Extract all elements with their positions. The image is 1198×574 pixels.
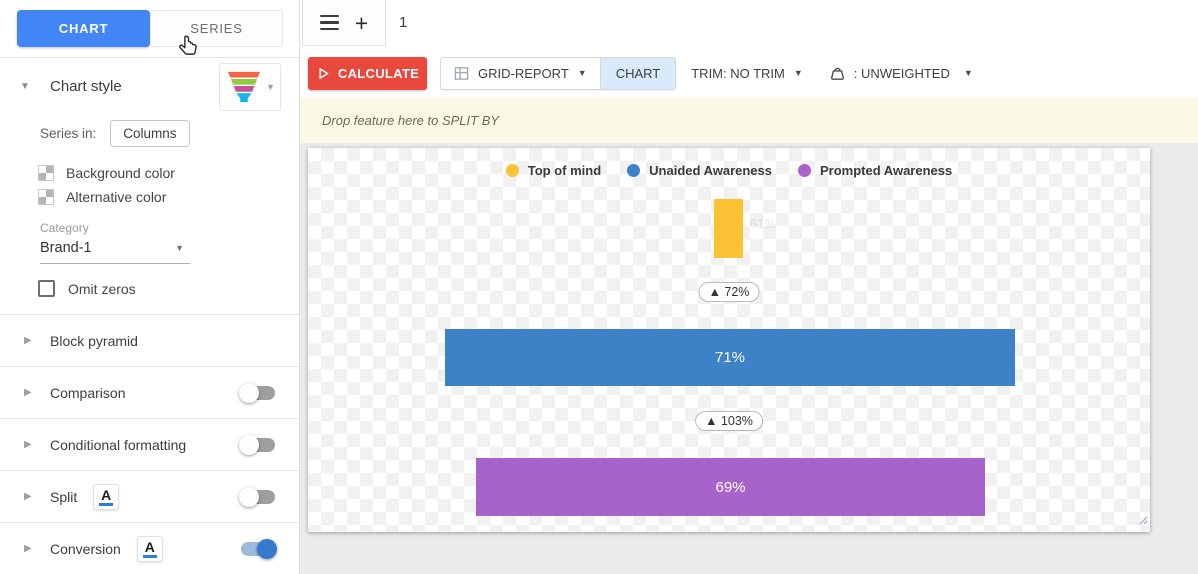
series-in-row: Series in: Columns: [40, 120, 299, 147]
legend-dot: [627, 164, 641, 177]
legend-item-unaided-awareness[interactable]: Unaided Awareness: [627, 163, 772, 178]
legend-dot: [798, 164, 811, 177]
legend-item-top-of-mind[interactable]: Top of mind: [505, 163, 601, 178]
section-block-pyramid[interactable]: ▶ Block pyramid: [0, 315, 299, 367]
bar-prompted-awareness: 69%: [476, 458, 985, 516]
select-caret-icon: ▼: [175, 243, 184, 253]
omit-zeros-row: Omit zeros: [38, 280, 299, 297]
split-by-drop-zone[interactable]: Drop feature here to SPLIT BY: [300, 98, 1198, 143]
conversion-badge-1: ▲ 72%: [698, 282, 760, 302]
series-in-columns-button[interactable]: Columns: [110, 120, 190, 147]
view-chart-button[interactable]: CHART: [599, 57, 676, 89]
expand-arrow-icon[interactable]: ▶: [24, 543, 32, 554]
split-toggle[interactable]: [239, 486, 275, 507]
collapse-chevron-icon[interactable]: ▼: [20, 80, 30, 92]
transparency-swatch-icon: [38, 189, 54, 205]
calculate-button[interactable]: CALCULATE: [308, 56, 427, 90]
expand-arrow-icon[interactable]: ▶: [24, 335, 32, 346]
settings-sidebar: CHART SERIES ▼ Chart style ▼: [0, 0, 300, 574]
hamburger-menu-icon[interactable]: [319, 14, 339, 31]
conversion-text-format-icon[interactable]: A: [136, 535, 163, 562]
settings-accordion: ▶ Block pyramid ▶ Comparison ▶ Condition…: [0, 314, 299, 574]
section-split[interactable]: ▶ Split A: [0, 471, 299, 523]
section-conditional-formatting[interactable]: ▶ Conditional formatting: [0, 419, 299, 471]
category-select-value: Brand-1: [40, 240, 92, 256]
series-in-label: Series in:: [40, 126, 97, 141]
alternative-color-option[interactable]: Alternative color: [38, 189, 299, 205]
section-comparison[interactable]: ▶ Comparison: [0, 367, 299, 419]
chart-type-selector[interactable]: ▼: [219, 63, 281, 111]
chart-style-title: Chart style: [50, 77, 122, 95]
weight-dropdown[interactable]: : UNWEIGHTED ▼: [829, 65, 973, 82]
chart-legend: Top of mind Unaided Awareness Prompted A…: [308, 163, 1150, 178]
alternative-color-label: Alternative color: [66, 189, 167, 205]
trim-dropdown[interactable]: TRIM: NO TRIM ▼: [691, 65, 803, 81]
page-tab-1[interactable]: 1: [399, 14, 408, 31]
page-tabstrip: + 1: [300, 0, 1198, 48]
caret-down-icon: ▼: [793, 68, 803, 78]
caret-down-icon: ▼: [963, 68, 973, 78]
caret-down-icon: ▼: [577, 68, 587, 78]
tabstrip-controls: +: [302, 0, 386, 46]
chart-canvas: Top of mind Unaided Awareness Prompted A…: [308, 148, 1150, 532]
section-conversion[interactable]: ▶ Conversion A: [0, 523, 299, 574]
legend-item-prompted-awareness[interactable]: Prompted Awareness: [798, 163, 952, 178]
bar-top-of-mind: [714, 199, 743, 258]
bar-value-label: 71%: [714, 349, 746, 366]
sidebar-tabbar: CHART SERIES: [0, 0, 299, 58]
omit-zeros-label: Omit zeros: [68, 280, 136, 297]
weight-icon: [830, 67, 844, 80]
mouse-cursor-icon: [175, 33, 201, 64]
conversion-badge-2: ▲ 103%: [695, 411, 763, 431]
chart-type-caret-icon: ▼: [266, 82, 275, 92]
tab-chart[interactable]: CHART: [17, 10, 150, 47]
transparency-swatch-icon: [38, 165, 54, 181]
funnel-chart-icon: [227, 71, 261, 103]
report-type-dropdown[interactable]: GRID-REPORT ▼: [441, 58, 600, 89]
category-select[interactable]: Brand-1 ▼: [40, 240, 190, 264]
category-label: Category: [40, 221, 89, 235]
play-icon: [319, 67, 329, 79]
expand-arrow-icon[interactable]: ▶: [24, 491, 32, 502]
background-color-option[interactable]: Background color: [38, 165, 299, 181]
main-area: + 1 CALCULATE GRID-REPORT ▼: [300, 0, 1198, 574]
conversion-toggle[interactable]: [241, 538, 277, 559]
add-page-button[interactable]: +: [354, 9, 369, 36]
chart-toolbar: CALCULATE GRID-REPORT ▼ CHART TRIM: N: [300, 48, 1198, 98]
background-color-label: Background color: [66, 165, 175, 181]
comparison-toggle[interactable]: [239, 382, 275, 403]
chart-style-header[interactable]: ▼ Chart style ▼: [0, 58, 299, 114]
split-text-format-icon[interactable]: A: [93, 483, 120, 510]
fading-value-label: 61%: [750, 216, 777, 231]
bar-value-label: 69%: [715, 478, 746, 496]
bar-unaided-awareness: 71%: [445, 329, 1015, 386]
omit-zeros-checkbox[interactable]: [38, 280, 55, 297]
legend-dot: [505, 164, 519, 177]
canvas-background: Top of mind Unaided Awareness Prompted A…: [300, 143, 1198, 574]
expand-arrow-icon[interactable]: ▶: [24, 439, 32, 450]
grid-icon: [454, 66, 469, 80]
tab-series[interactable]: SERIES: [150, 10, 283, 47]
resize-grip-icon[interactable]: [1136, 512, 1148, 530]
report-type-group: GRID-REPORT ▼ CHART: [440, 56, 677, 90]
expand-arrow-icon[interactable]: ▶: [24, 387, 32, 398]
conditional-formatting-toggle[interactable]: [239, 434, 275, 455]
